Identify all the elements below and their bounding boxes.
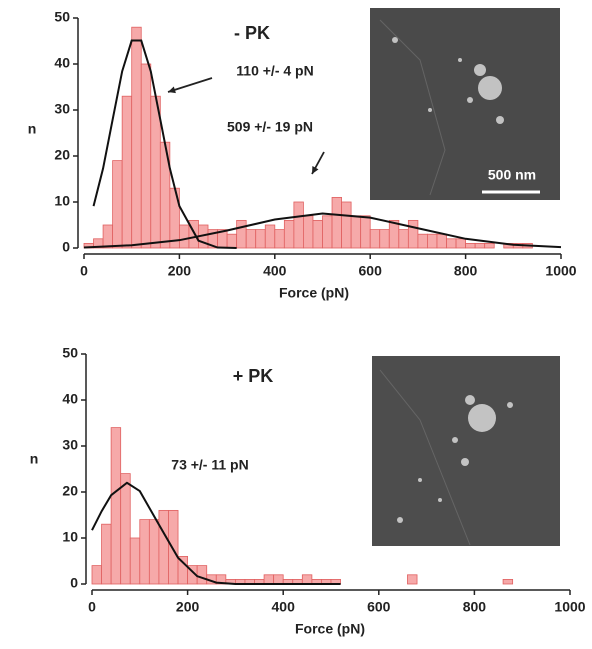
bar — [227, 234, 237, 248]
bar — [399, 230, 409, 248]
annotation: - PK — [234, 23, 270, 43]
bar — [418, 234, 428, 248]
x-tick-label: 0 — [88, 599, 96, 615]
x-tick-label: 1000 — [545, 263, 576, 279]
bar — [437, 234, 447, 248]
bar — [332, 197, 342, 248]
y-tick-label: 50 — [54, 9, 70, 25]
bar — [92, 566, 102, 584]
y-tick-label: 20 — [62, 483, 78, 499]
bar — [313, 220, 323, 248]
bar — [361, 216, 371, 248]
annotation: 509 +/- 19 pN — [227, 119, 313, 135]
y-tick-label: 10 — [62, 529, 78, 545]
bar — [351, 216, 361, 248]
y-axis-title: n — [30, 451, 39, 467]
bar — [237, 220, 247, 248]
bar — [284, 220, 294, 248]
bar — [294, 202, 304, 248]
y-tick-label: 30 — [54, 101, 70, 117]
bar — [265, 225, 275, 248]
x-tick-label: 400 — [272, 599, 296, 615]
bar — [380, 230, 390, 248]
bar — [503, 579, 513, 584]
x-tick-label: 400 — [263, 263, 287, 279]
x-tick-label: 200 — [168, 263, 192, 279]
bar — [303, 216, 313, 248]
bar — [197, 566, 207, 584]
annotation: 73 +/- 11 pN — [171, 457, 248, 473]
bar — [130, 538, 140, 584]
bar — [274, 575, 284, 584]
bar — [370, 230, 380, 248]
y-tick-label: 0 — [70, 575, 78, 591]
bar — [179, 225, 189, 248]
bar — [113, 161, 123, 248]
bar — [275, 230, 285, 248]
x-tick-label: 1000 — [554, 599, 585, 615]
y-tick-label: 40 — [62, 391, 78, 407]
bar — [456, 239, 466, 248]
x-tick-label: 200 — [176, 599, 200, 615]
bar — [407, 575, 417, 584]
bar — [132, 27, 142, 248]
bar — [475, 243, 485, 248]
bar — [102, 524, 112, 584]
x-tick-label: 0 — [80, 263, 88, 279]
page: 0102030405002004006008001000nForce (pN)-… — [0, 0, 592, 649]
y-tick-label: 0 — [62, 239, 70, 255]
y-tick-label: 20 — [54, 147, 70, 163]
bar — [149, 520, 159, 584]
bar — [447, 239, 457, 248]
bar — [485, 243, 495, 248]
bar — [427, 234, 437, 248]
bar — [103, 225, 113, 248]
bar — [121, 474, 131, 584]
bar — [168, 510, 178, 584]
y-tick-label: 10 — [54, 193, 70, 209]
bar — [140, 520, 150, 584]
y-axis-title: n — [28, 121, 37, 137]
y-tick-label: 30 — [62, 437, 78, 453]
bar — [111, 428, 121, 584]
bar — [256, 230, 266, 248]
x-tick-label: 600 — [367, 599, 391, 615]
bar — [159, 510, 169, 584]
bar — [141, 64, 151, 248]
bar — [264, 575, 274, 584]
annotation: 500 nm — [488, 167, 536, 183]
arrow-head — [168, 86, 176, 93]
bar — [151, 96, 161, 248]
x-axis-title: Force (pN) — [295, 621, 365, 637]
y-tick-label: 40 — [54, 55, 70, 71]
annotation: 110 +/- 4 pN — [236, 63, 313, 79]
bar — [342, 202, 352, 248]
y-tick-label: 50 — [62, 345, 78, 361]
bar — [122, 96, 132, 248]
bar — [408, 220, 418, 248]
bar — [246, 230, 256, 248]
bar — [302, 575, 312, 584]
bar — [466, 243, 476, 248]
x-axis-title: Force (pN) — [279, 285, 349, 301]
annotation: + PK — [233, 366, 274, 386]
x-tick-label: 800 — [454, 263, 478, 279]
figure: 0102030405002004006008001000nForce (pN)-… — [0, 0, 592, 649]
bar — [323, 216, 333, 248]
x-tick-label: 800 — [463, 599, 487, 615]
x-tick-label: 600 — [359, 263, 383, 279]
